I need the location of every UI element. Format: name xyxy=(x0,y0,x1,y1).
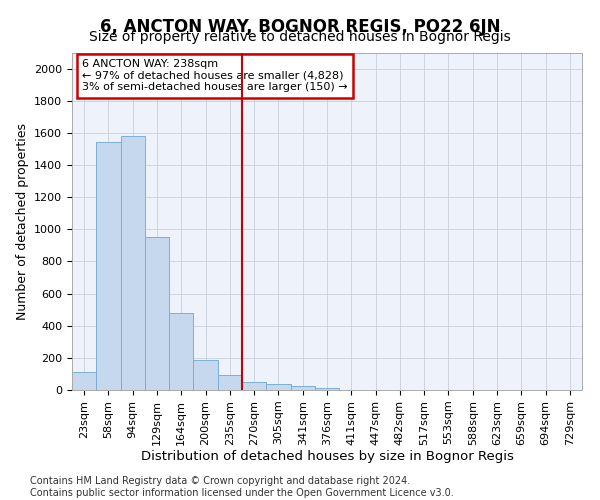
Bar xyxy=(145,238,169,390)
Text: Contains HM Land Registry data © Crown copyright and database right 2024.
Contai: Contains HM Land Registry data © Crown c… xyxy=(30,476,454,498)
Bar xyxy=(315,388,339,390)
Bar xyxy=(290,386,315,390)
Text: 6 ANCTON WAY: 238sqm
← 97% of detached houses are smaller (4,828)
3% of semi-det: 6 ANCTON WAY: 238sqm ← 97% of detached h… xyxy=(82,59,348,92)
Bar xyxy=(242,382,266,390)
Y-axis label: Number of detached properties: Number of detached properties xyxy=(16,122,29,320)
Bar xyxy=(72,372,96,390)
Bar xyxy=(193,360,218,390)
Bar xyxy=(96,142,121,390)
Text: Size of property relative to detached houses in Bognor Regis: Size of property relative to detached ho… xyxy=(89,30,511,44)
Bar xyxy=(218,374,242,390)
Bar xyxy=(169,313,193,390)
X-axis label: Distribution of detached houses by size in Bognor Regis: Distribution of detached houses by size … xyxy=(140,450,514,464)
Text: 6, ANCTON WAY, BOGNOR REGIS, PO22 6JN: 6, ANCTON WAY, BOGNOR REGIS, PO22 6JN xyxy=(100,18,500,36)
Bar xyxy=(121,136,145,390)
Bar xyxy=(266,384,290,390)
